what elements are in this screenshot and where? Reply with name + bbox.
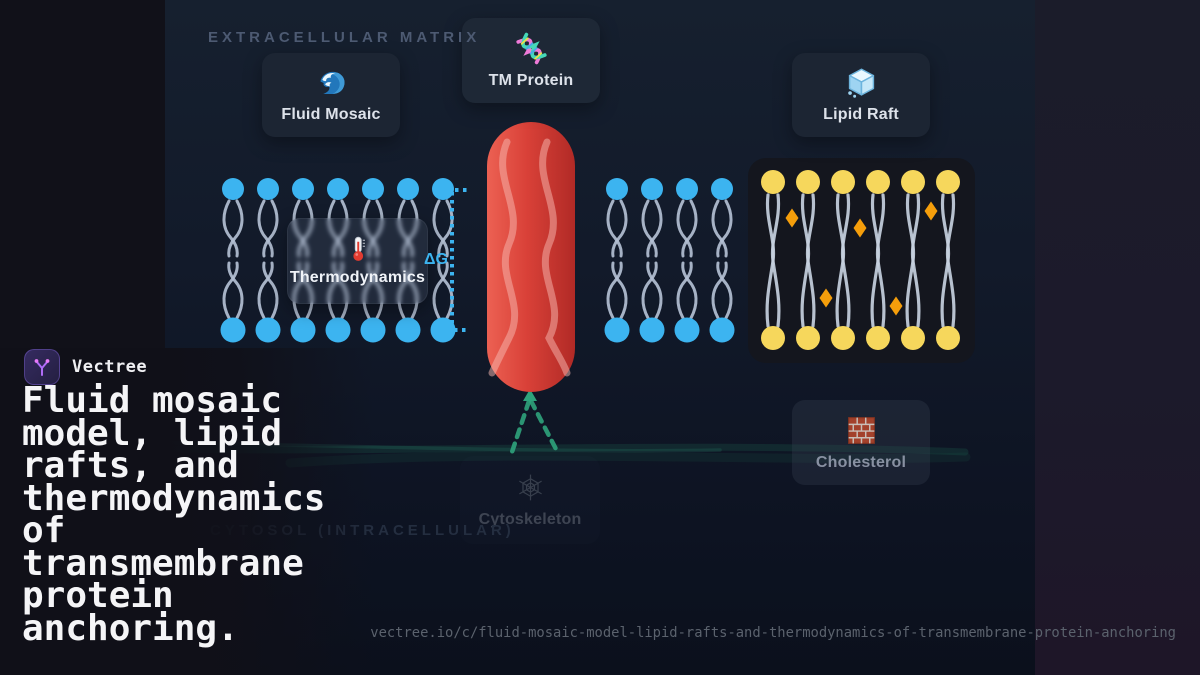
anchor-dashed-lines xyxy=(509,389,560,455)
lipid-raft-card[interactable]: Lipid Raft xyxy=(792,53,930,137)
brand-logo xyxy=(24,349,60,385)
wave-icon xyxy=(315,66,348,99)
membrane-svg xyxy=(165,122,975,468)
cholesterol-diamonds xyxy=(785,201,938,316)
page-title: Fluid mosaic model, lipid rafts, and the… xyxy=(22,380,326,649)
fluid-mosaic-label: Fluid Mosaic xyxy=(281,106,381,123)
thermodynamics-label: Thermodynamics xyxy=(289,269,426,286)
brand-name: Vectree xyxy=(72,357,148,377)
lipid-bilayer xyxy=(220,170,960,350)
right-dark-band xyxy=(1035,0,1200,675)
tm-protein-card[interactable]: TM Protein xyxy=(462,18,600,103)
transmembrane-protein xyxy=(487,122,575,392)
brand: Vectree xyxy=(24,349,147,385)
cytoskeleton-label: Cytoskeleton xyxy=(478,511,582,528)
delta-g-label: ΔG xyxy=(424,251,448,268)
dna-icon xyxy=(515,32,548,65)
thermodynamics-card[interactable]: Thermodynamics xyxy=(287,218,428,304)
tm-protein-label: TM Protein xyxy=(488,71,574,89)
fluid-mosaic-card[interactable]: Fluid Mosaic xyxy=(262,53,400,137)
brick-icon xyxy=(845,414,878,447)
canonical-url: vectree.io/c/fluid-mosaic-model-lipid-ra… xyxy=(370,625,1176,641)
lipid-raft-label: Lipid Raft xyxy=(823,106,899,123)
thermometer-icon xyxy=(344,235,371,262)
cholesterol-label: Cholesterol xyxy=(815,453,907,471)
spider-web-icon xyxy=(514,471,547,504)
cytoskeleton-card[interactable]: Cytoskeleton xyxy=(460,456,600,544)
extracellular-label: EXTRACELLULAR MATRIX xyxy=(208,29,481,46)
alpha-helix-lines xyxy=(488,138,571,377)
ice-cube-icon xyxy=(845,66,878,99)
cholesterol-card[interactable]: Cholesterol xyxy=(792,400,930,485)
vectree-branch-icon xyxy=(34,359,50,376)
delta-g-bracket xyxy=(446,188,470,332)
